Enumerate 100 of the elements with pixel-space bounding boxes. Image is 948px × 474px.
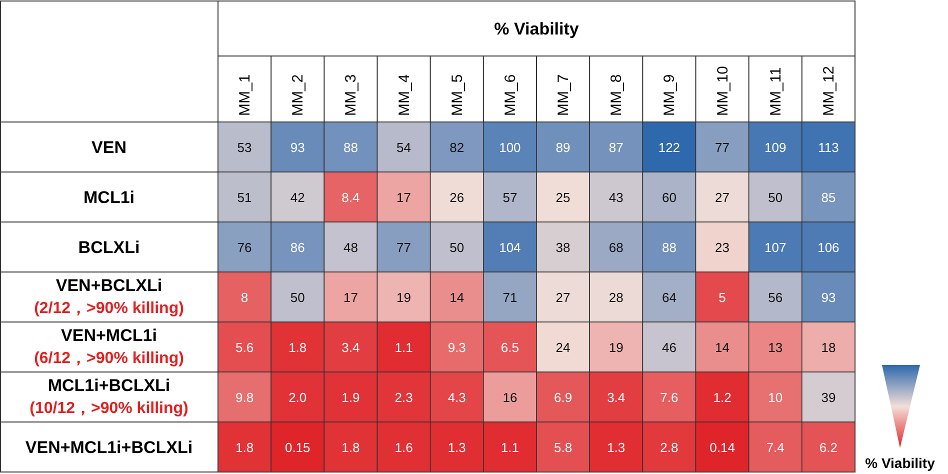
data-label: 107 xyxy=(764,240,786,255)
y-tick-label: VEN+BCLXLi (2/12，>90% killing) xyxy=(34,276,184,317)
data-label: 6.2 xyxy=(819,440,838,455)
x-tick-label: MM_6 xyxy=(502,74,519,116)
data-label: 0.15 xyxy=(284,440,310,455)
data-label: 57 xyxy=(502,190,518,205)
x-tick-label: MM_2 xyxy=(290,74,307,116)
data-label: 87 xyxy=(608,140,624,155)
data-label: 23 xyxy=(715,240,730,255)
data-label: 8.4 xyxy=(342,190,360,205)
data-label: 50 xyxy=(768,190,783,205)
data-label: 122 xyxy=(658,140,680,155)
data-label: 88 xyxy=(343,140,358,155)
data-label: 5.8 xyxy=(554,440,572,455)
data-label: 56 xyxy=(768,290,783,305)
data-label: 3.4 xyxy=(607,390,626,405)
data-label: 1.8 xyxy=(342,440,360,455)
data-label: 93 xyxy=(821,290,836,305)
data-label: 88 xyxy=(662,240,676,255)
x-tick-label: MM_7 xyxy=(555,74,572,116)
data-label: 5 xyxy=(718,290,726,305)
data-label: 18 xyxy=(821,340,836,355)
data-label: 25 xyxy=(556,190,570,205)
x-tick-label: MM_1 xyxy=(236,74,254,116)
data-label: 1.2 xyxy=(713,390,732,405)
data-label: 71 xyxy=(502,290,518,305)
data-label: 6.5 xyxy=(500,340,519,355)
data-label: 109 xyxy=(764,140,786,155)
data-label: 77 xyxy=(396,240,412,255)
y-tick-label: VEN+MCL1i+BCLXLi xyxy=(25,438,193,457)
data-label: 54 xyxy=(396,140,412,155)
data-label: 1.8 xyxy=(288,340,307,355)
data-label: 76 xyxy=(237,240,252,255)
x-tick-label: MM_8 xyxy=(608,74,626,116)
data-label: 2.0 xyxy=(288,390,307,405)
data-label: 27 xyxy=(556,290,570,305)
data-label: 16 xyxy=(502,390,518,405)
data-label: 9.3 xyxy=(448,340,466,355)
data-label: 1.1 xyxy=(394,340,413,355)
data-label: 5.6 xyxy=(236,340,254,355)
data-label: 24 xyxy=(556,340,570,355)
data-label: 27 xyxy=(715,190,730,205)
data-label: 1.3 xyxy=(448,440,466,455)
data-label: 85 xyxy=(821,190,836,205)
data-label: 17 xyxy=(343,290,358,305)
data-label: 19 xyxy=(608,340,624,355)
data-label: 77 xyxy=(715,140,730,155)
data-label: 1.3 xyxy=(607,440,626,455)
data-label: 1.9 xyxy=(342,390,360,405)
data-label: 1.6 xyxy=(394,440,413,455)
chart-title: % Viability xyxy=(494,20,580,38)
data-label: 53 xyxy=(237,140,252,155)
data-label: 7.6 xyxy=(660,390,678,405)
data-label: 8 xyxy=(240,290,248,305)
data-label: 4.3 xyxy=(448,390,466,405)
y-tick-label: MCL1i xyxy=(84,188,134,207)
data-label: 1.1 xyxy=(500,440,519,455)
x-tick-label: MM_9 xyxy=(661,74,678,116)
x-tick-label: MM_4 xyxy=(396,74,413,116)
data-label: 38 xyxy=(556,240,570,255)
data-label: 50 xyxy=(450,240,464,255)
data-label: 10 xyxy=(768,390,783,405)
data-label: 17 xyxy=(396,190,412,205)
data-label: 14 xyxy=(715,340,730,355)
data-label: 6.9 xyxy=(554,390,572,405)
data-label: 7.4 xyxy=(766,440,784,455)
data-label: 68 xyxy=(608,240,624,255)
data-label: 42 xyxy=(290,190,305,205)
data-label: 39 xyxy=(821,390,836,405)
data-label: 9.8 xyxy=(236,390,254,405)
data-label: 28 xyxy=(608,290,624,305)
x-tick-label: MM_11 xyxy=(767,67,784,116)
data-label: 46 xyxy=(662,340,676,355)
data-label: 43 xyxy=(608,190,624,205)
data-label: 19 xyxy=(396,290,412,305)
data-label: 51 xyxy=(237,190,252,205)
data-label: 89 xyxy=(556,140,570,155)
x-tick-label: MM_5 xyxy=(448,74,466,116)
data-label: 14 xyxy=(450,290,464,305)
data-label: 82 xyxy=(450,140,464,155)
data-label: 13 xyxy=(768,340,783,355)
data-label: 1.8 xyxy=(236,440,254,455)
data-label: 60 xyxy=(662,190,676,205)
color-bar-title: % Viability xyxy=(865,455,936,471)
data-label: 2.8 xyxy=(660,440,678,455)
data-label: 48 xyxy=(343,240,358,255)
x-tick-label: MM_10 xyxy=(714,66,732,116)
data-label: 100 xyxy=(499,140,521,155)
y-tick-label: VEN+MCL1i (6/12，>90% killing) xyxy=(34,326,184,367)
data-label: 113 xyxy=(818,140,839,155)
y-tick-label: VEN xyxy=(92,138,126,157)
x-tick-label: MM_3 xyxy=(342,74,360,116)
data-label: 2.3 xyxy=(394,390,413,405)
data-label: 3.4 xyxy=(342,340,360,355)
data-label: 0.14 xyxy=(710,440,735,455)
x-tick-label: MM_12 xyxy=(820,66,838,116)
y-tick-label: MCL1i+BCLXLi (10/12，>90% killing) xyxy=(30,376,188,417)
data-label: 50 xyxy=(290,290,305,305)
y-tick-label: BCLXLi xyxy=(78,238,140,257)
data-label: 93 xyxy=(290,140,305,155)
